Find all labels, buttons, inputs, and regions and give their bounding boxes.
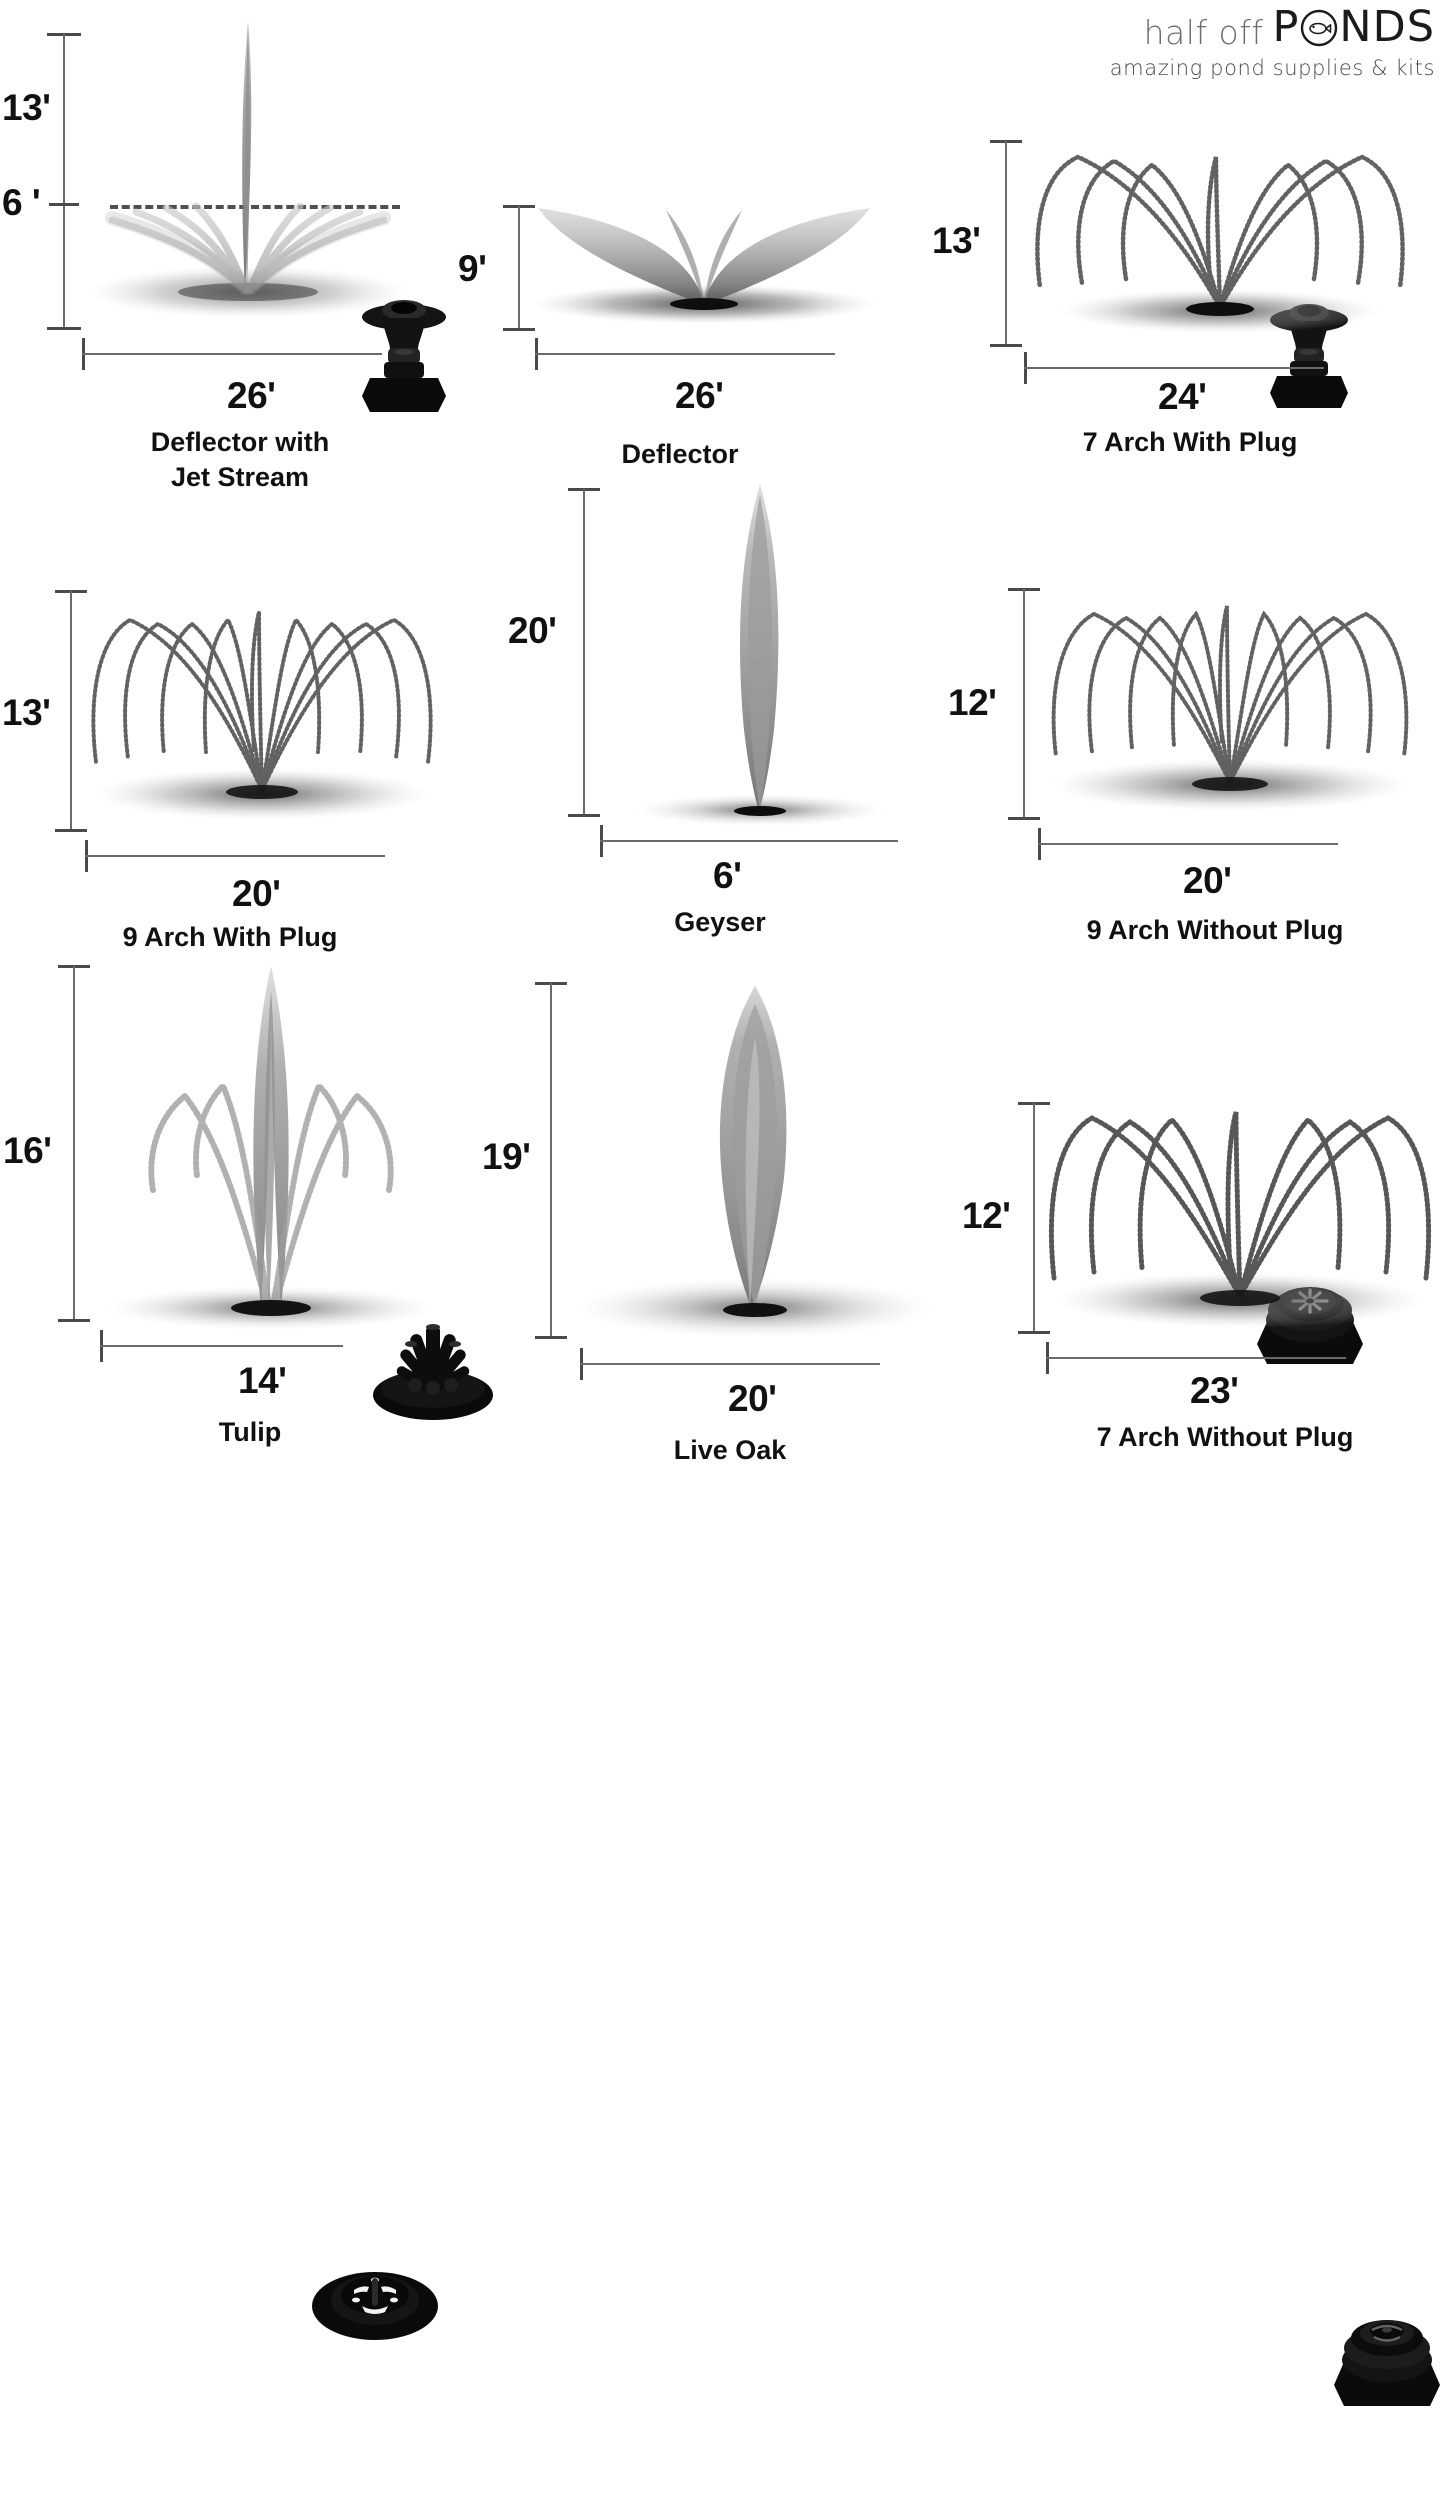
brand-logo: half off P NDS amazing pond supplies & k… xyxy=(1105,2,1435,81)
vscale-line xyxy=(518,206,520,330)
vscale-bottom-cap xyxy=(1008,817,1040,820)
spray-tulip xyxy=(95,960,455,1330)
vscale-line xyxy=(550,983,552,1338)
height-label: 16' xyxy=(3,1130,52,1171)
fountain-spray-pattern-chart: half off P NDS amazing pond supplies & k… xyxy=(0,0,1445,2406)
width-label: 14' xyxy=(238,1360,287,1401)
live-oak-nozzle-icon xyxy=(1332,2300,1442,2412)
vscale-line xyxy=(583,489,585,816)
panel-caption: Deflector with Jet Stream xyxy=(150,427,330,492)
panel-geyser: 20' xyxy=(460,470,1363,1364)
width-label: 6' xyxy=(713,855,742,896)
width-label: 26' xyxy=(675,375,724,416)
height-label: 13' xyxy=(932,220,981,261)
vscale-line xyxy=(1033,1103,1035,1333)
spray-jet-plus-deflector xyxy=(70,20,430,330)
panel-7-arch-with-plug: 13' xyxy=(900,0,1445,500)
height-label: 12' xyxy=(948,682,997,723)
panel-caption: Deflector xyxy=(621,439,739,469)
width-label: 24' xyxy=(1158,376,1207,417)
vscale-bottom-cap xyxy=(55,829,87,832)
tulip-nozzle-icon xyxy=(310,2250,440,2350)
vscale-line xyxy=(73,966,75,1321)
panel-live-oak: 19' xyxy=(460,970,1440,2406)
panel-caption: 9 Arch With Plug xyxy=(122,922,338,952)
vscale-bottom-cap xyxy=(58,1319,90,1322)
height-label: 9' xyxy=(458,248,487,289)
panel-7-arch-without-plug: 12' xyxy=(930,1080,1445,1452)
hscale-line xyxy=(535,353,835,355)
hscale-line xyxy=(82,353,382,355)
vscale-bottom-cap xyxy=(503,328,535,331)
width-label: 20' xyxy=(232,873,281,914)
vscale-line xyxy=(1005,141,1007,346)
panel-caption: 7 Arch Without Plug xyxy=(1096,1422,1354,1452)
panel-tulip: 16' xyxy=(0,950,460,2340)
panel-caption: 9 Arch Without Plug xyxy=(1086,915,1344,945)
hscale-line xyxy=(580,1363,880,1365)
logo-wordmark: half off P NDS xyxy=(1105,2,1435,52)
logo-ponds-text: P NDS xyxy=(1272,2,1435,52)
panel-caption: 7 Arch With Plug xyxy=(1082,427,1298,457)
spray-9-arch xyxy=(82,582,442,832)
width-label: 23' xyxy=(1190,1370,1239,1411)
logo-tagline: amazing pond supplies & kits xyxy=(1109,56,1435,80)
height-label: 20' xyxy=(508,610,557,651)
panel-9-arch-without-plug: 12' xyxy=(920,540,1445,960)
width-label: 26' xyxy=(227,375,276,416)
height-label: 13' xyxy=(2,692,51,733)
jet-reference-dash-line xyxy=(110,205,400,209)
vscale-line xyxy=(70,591,72,831)
hscale-line xyxy=(85,855,385,857)
vscale-bottom-cap xyxy=(990,344,1022,347)
vscale-bottom-cap xyxy=(535,1336,567,1339)
spray-7-arch xyxy=(1020,135,1420,350)
hscale-line xyxy=(600,840,898,842)
panel-caption: Geyser xyxy=(674,907,766,937)
vscale-mid-cap xyxy=(49,203,79,206)
spray-deflector xyxy=(528,196,878,336)
width-label: 20' xyxy=(1183,860,1232,901)
height-label: 19' xyxy=(482,1136,531,1177)
spray-geyser xyxy=(610,480,910,830)
panel-deflector: 9' xyxy=(450,0,1348,500)
hscale-line xyxy=(1046,1357,1346,1359)
spray-live-oak xyxy=(570,978,950,1348)
panel-9-arch-with-plug: 13' xyxy=(0,520,493,1420)
height-label: 13' xyxy=(2,87,51,128)
width-label: 20' xyxy=(728,1378,777,1419)
vscale-bottom-cap xyxy=(47,327,81,330)
deflector-nozzle-icon xyxy=(360,292,448,414)
panel-caption: Tulip xyxy=(218,1417,282,1447)
hscale-line xyxy=(100,1345,343,1347)
fish-in-o-icon xyxy=(1299,8,1339,48)
logo-half-off-text: half off xyxy=(1143,13,1264,52)
spray-7-arch xyxy=(1040,1094,1440,1334)
arch-nozzle-with-plug-icon xyxy=(370,1315,496,1423)
vscale-line xyxy=(63,34,65,329)
panel-caption: Live Oak xyxy=(673,1435,787,1465)
hscale-line xyxy=(1038,843,1338,845)
height-label: 12' xyxy=(962,1195,1011,1236)
panel-deflector-with-jet-stream: 13' 6 ' xyxy=(0,0,450,500)
hscale-line xyxy=(1024,367,1324,369)
vscale-bottom-cap xyxy=(568,814,600,817)
vscale-line xyxy=(1023,589,1025,819)
secondary-height-label: 6 ' xyxy=(2,182,41,223)
spray-9-arch xyxy=(1038,580,1423,825)
vscale-bottom-cap xyxy=(1018,1331,1050,1334)
